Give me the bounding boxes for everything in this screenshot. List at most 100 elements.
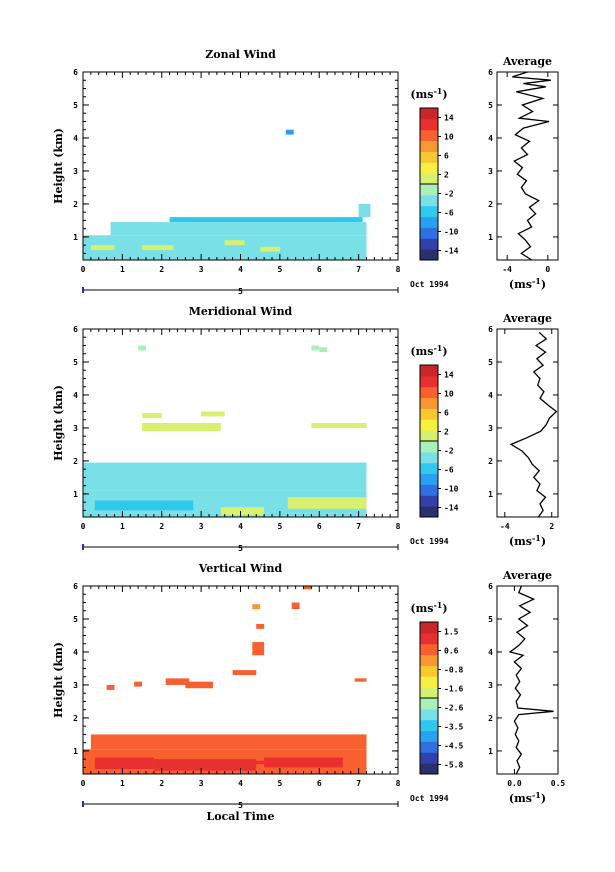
colorbar-segment	[420, 441, 438, 453]
x-tick-label: 0	[81, 265, 86, 274]
heatmap-cell	[94, 500, 194, 511]
colorbar-tick-label: -0.8	[444, 666, 463, 675]
colorbar-segment	[420, 162, 438, 174]
average-x-label: (ms-1)	[509, 790, 546, 805]
heatmap-cell	[291, 602, 300, 610]
heatmap-cell	[83, 462, 367, 491]
average-x-tick-label: 2	[549, 522, 554, 531]
heatmap-cell	[161, 762, 186, 766]
colorbar-segment	[420, 173, 438, 185]
x-tick-label: 6	[317, 522, 322, 531]
colorbar-segment	[420, 430, 438, 442]
y-tick-label: 2	[73, 457, 78, 466]
colorbar-tick-label: -2	[444, 190, 454, 199]
y-tick-label: 1	[73, 490, 78, 499]
panel-1: Zonal Wind 0 1 2 3 4 5 6 7 8 1 2 3 4 5 6 Height (km) 5 Oct…	[52, 48, 559, 296]
x-tick-label: 1	[120, 779, 125, 788]
x-tick-label: 4	[238, 779, 243, 788]
heatmap-cell	[232, 670, 257, 676]
y-tick-label: 4	[73, 134, 78, 143]
average-y-tick-label: 4	[488, 648, 493, 657]
average-title: Average	[502, 55, 552, 68]
colorbar-segment	[420, 708, 438, 721]
colorbar-tick-label: 0.6	[444, 647, 459, 656]
heatmap-cell	[106, 684, 115, 690]
x-tick-label: 2	[159, 779, 164, 788]
x-tick-label: 8	[396, 779, 401, 788]
heatmap-cell	[311, 345, 320, 351]
heatmap-cell	[319, 347, 328, 353]
colorbar-segment	[420, 741, 438, 753]
colorbar-segment	[420, 386, 438, 399]
y-tick-label: 1	[73, 233, 78, 242]
colorbar-tick-label: -6	[444, 466, 454, 475]
colorbar-segment	[420, 506, 438, 518]
average-y-tick-label: 3	[488, 424, 493, 433]
colorbar-segment	[420, 654, 438, 666]
colorbar-segment	[420, 140, 438, 152]
x-tick-label: 6	[317, 265, 322, 274]
date-label: Oct 1994	[410, 537, 449, 546]
x-tick-label: 6	[317, 779, 322, 788]
heatmap-cells	[83, 586, 367, 774]
x-tick-label: 3	[199, 265, 204, 274]
average-profile-line	[509, 331, 558, 518]
heatmap-cell	[94, 757, 154, 770]
average-y-tick-label: 1	[488, 233, 493, 242]
x-tick-label: 1	[120, 522, 125, 531]
colorbar-tick-label: -14	[444, 247, 459, 256]
average-x-tick-label: 0.5	[551, 779, 566, 788]
heatmap-cell	[248, 760, 265, 765]
colorbar-segment	[420, 495, 438, 507]
heatmap-cell	[90, 734, 367, 750]
colorbar-segment	[420, 687, 438, 699]
x-tick-label: 5	[277, 779, 282, 788]
colorbar-segment	[420, 622, 438, 634]
y-axis-label: Height (km)	[52, 128, 65, 204]
colorbar-tick-label: -2	[444, 447, 454, 456]
x-tick-label: 7	[356, 522, 361, 531]
y-tick-label: 3	[73, 167, 78, 176]
colorbar-segment	[420, 216, 438, 228]
heatmap-cells	[83, 129, 371, 260]
heatmap-cell	[287, 497, 367, 509]
colorbar-segment	[420, 375, 438, 388]
colorbar-segment	[420, 365, 438, 377]
y-tick-label: 5	[73, 615, 78, 624]
heatmap-cell	[185, 681, 213, 689]
day-label: 5	[238, 801, 243, 810]
colorbar-tick-label: -14	[444, 504, 459, 513]
x-tick-label: 2	[159, 265, 164, 274]
colorbar-segment	[420, 643, 438, 656]
colorbar-segment	[420, 205, 438, 218]
heatmap-cell	[224, 240, 245, 246]
heatmap-cell	[303, 586, 312, 590]
colorbar-tick-label: -3.5	[444, 723, 463, 732]
average-x-tick-label: 0.0	[507, 779, 522, 788]
x-axis-label: Local Time	[207, 810, 275, 823]
colorbar: (ms-1) 14 10 6 2 -2 -6 -10 -14	[410, 86, 459, 261]
average-panel: Average 1 2 3 4 5 6 0.0 0.5 (ms-1)	[488, 569, 565, 805]
heatmap-cell	[169, 217, 363, 223]
colorbar-tick-label: -10	[444, 228, 459, 237]
average-y-tick-label: 6	[488, 325, 493, 334]
average-y-tick-label: 5	[488, 615, 493, 624]
colorbar-segment	[420, 719, 438, 732]
colorbar-segment	[420, 752, 438, 764]
colorbar-tick-label: -4.5	[444, 742, 463, 751]
average-x-tick-label: -4	[502, 265, 512, 274]
average-y-tick-label: 6	[488, 68, 493, 77]
colorbar-tick-label: -2.6	[444, 704, 463, 713]
colorbar-segment	[420, 118, 438, 131]
heatmap-cell	[83, 235, 367, 260]
colorbar-segment	[420, 419, 438, 431]
x-tick-label: 7	[356, 265, 361, 274]
x-tick-label: 8	[396, 265, 401, 274]
colorbar-segment	[420, 698, 438, 710]
colorbar-segment	[420, 238, 438, 250]
average-y-tick-label: 2	[488, 200, 493, 209]
y-tick-label: 5	[73, 358, 78, 367]
colorbar-segment	[420, 151, 438, 163]
panel-2: Meridional Wind 0 1 2 3 4 5 6 7 8 1 2 3 4 5 6 Height (km…	[52, 305, 559, 553]
average-y-tick-label: 1	[488, 490, 493, 499]
